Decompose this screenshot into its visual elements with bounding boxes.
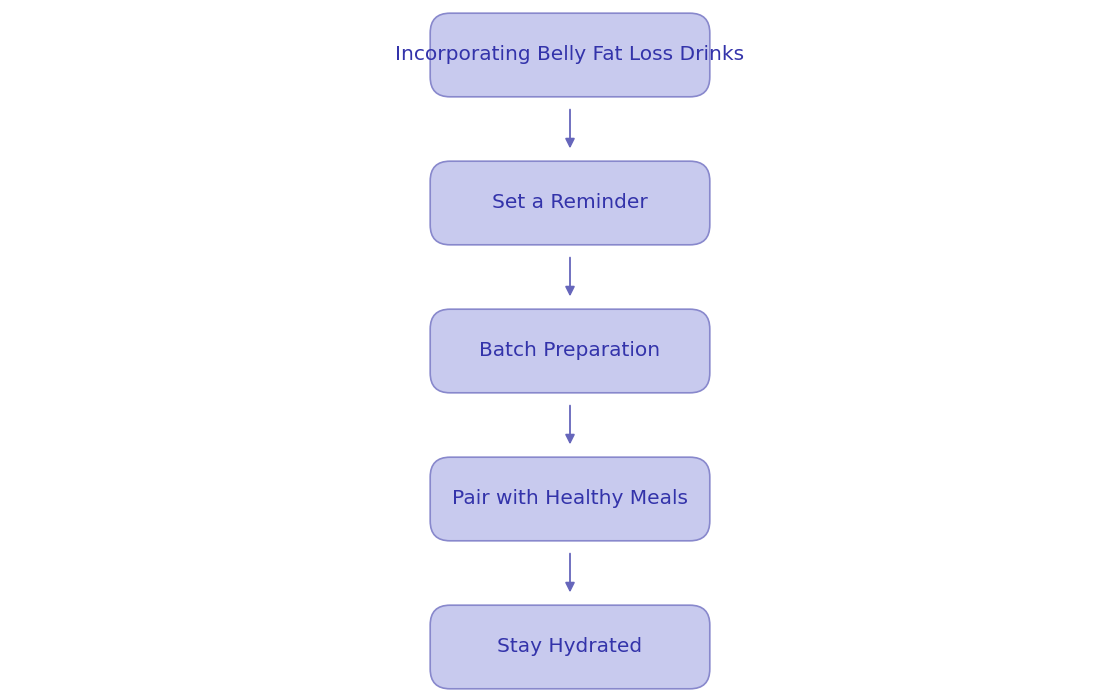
- FancyBboxPatch shape: [430, 457, 710, 541]
- FancyBboxPatch shape: [430, 13, 710, 97]
- Text: Batch Preparation: Batch Preparation: [479, 342, 661, 360]
- Text: Pair with Healthy Meals: Pair with Healthy Meals: [452, 489, 688, 508]
- Text: Incorporating Belly Fat Loss Drinks: Incorporating Belly Fat Loss Drinks: [395, 46, 745, 64]
- FancyBboxPatch shape: [430, 606, 710, 689]
- FancyBboxPatch shape: [430, 309, 710, 393]
- Text: Stay Hydrated: Stay Hydrated: [497, 638, 643, 657]
- Text: Set a Reminder: Set a Reminder: [492, 193, 647, 213]
- FancyBboxPatch shape: [430, 161, 710, 245]
